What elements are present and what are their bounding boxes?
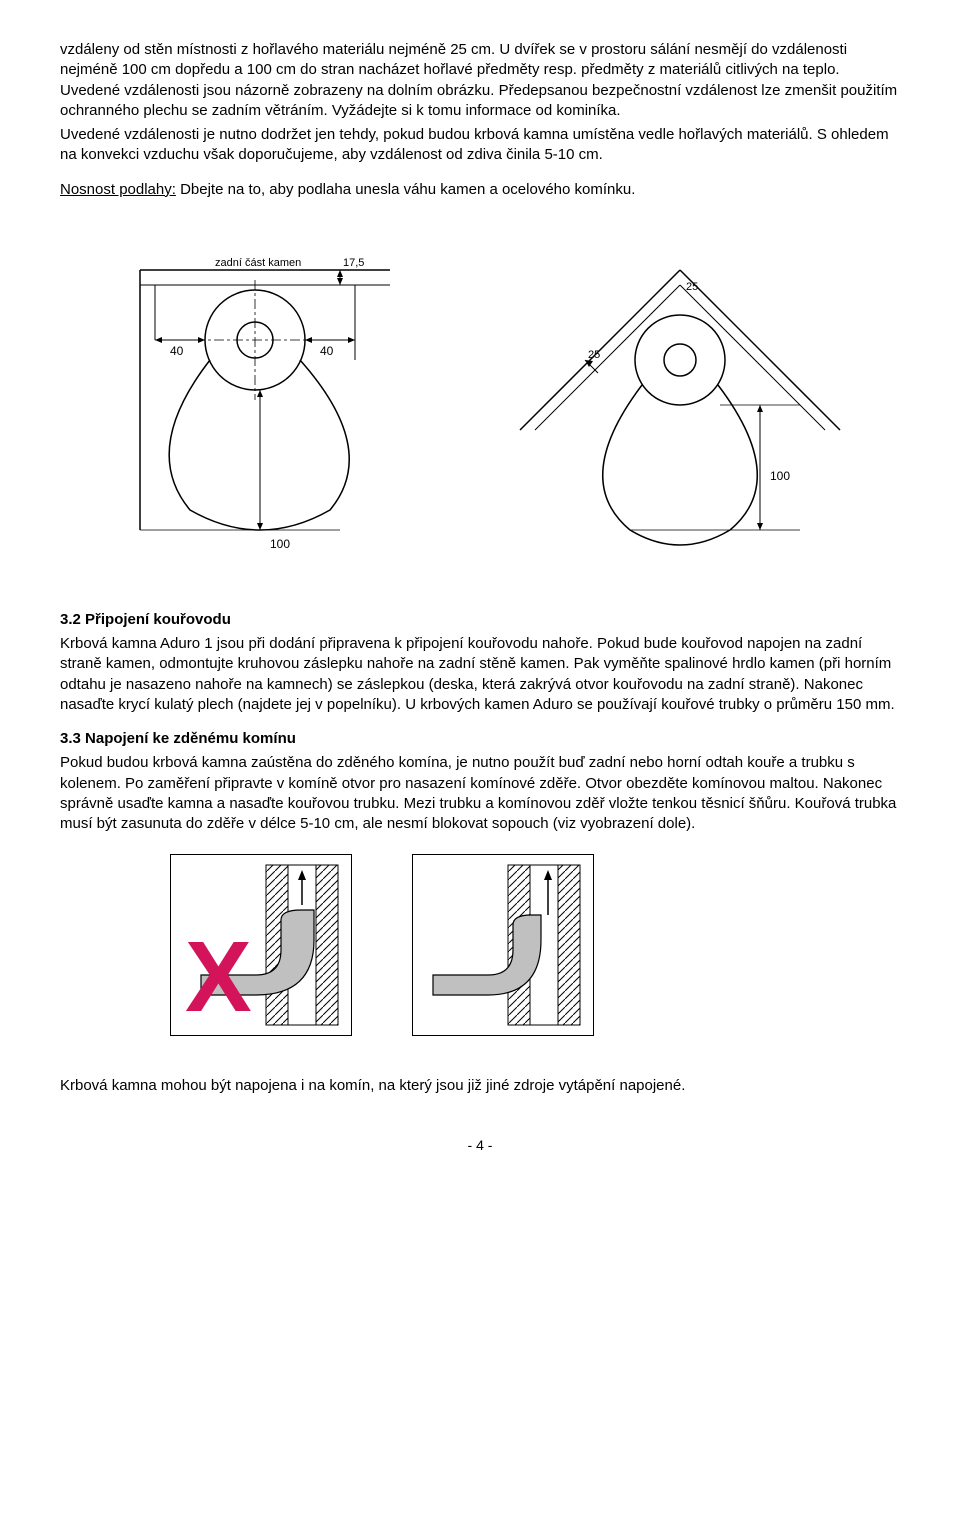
nosnost-line: Nosnost podlahy: Dbejte na to, aby podla… bbox=[60, 180, 900, 200]
dim-100-right: 100 bbox=[770, 469, 790, 483]
para-3-2: Krbová kamna Aduro 1 jsou při dodání při… bbox=[60, 634, 900, 715]
heading-3-3: 3.3 Napojení ke zděnému komínu bbox=[60, 729, 900, 749]
section-3-3: 3.3 Napojení ke zděnému komínu Pokud bud… bbox=[60, 729, 900, 834]
chimney-wrong: X bbox=[170, 854, 352, 1036]
dim-25a: 25 bbox=[686, 281, 698, 293]
section-3-2: 3.2 Připojení kouřovodu Krbová kamna Adu… bbox=[60, 610, 900, 715]
intro-paragraphs: vzdáleny od stěn místnosti z hořlavého m… bbox=[60, 40, 900, 166]
page-footer: - 4 - bbox=[60, 1137, 900, 1153]
nosnost-label: Nosnost podlahy: bbox=[60, 181, 176, 198]
heading-3-2: 3.2 Připojení kouřovodu bbox=[60, 610, 900, 630]
nosnost-text: Dbejte na to, aby podlaha unesla váhu ka… bbox=[176, 181, 635, 198]
chimney-correct bbox=[412, 854, 594, 1036]
wrong-x-icon: X bbox=[185, 927, 252, 1027]
para1: vzdáleny od stěn místnosti z hořlavého m… bbox=[60, 40, 900, 121]
para-3-3: Pokud budou krbová kamna zaústěna do zdě… bbox=[60, 753, 900, 834]
dim-40r: 40 bbox=[320, 344, 334, 358]
dim-40l: 40 bbox=[170, 344, 184, 358]
label-zadni: zadní část kamen bbox=[215, 257, 301, 269]
dim-100-left: 100 bbox=[270, 537, 290, 551]
dim-25b: 25 bbox=[588, 349, 600, 361]
dim-175: 17,5 bbox=[343, 257, 364, 269]
chimney-diagrams: X bbox=[170, 854, 900, 1036]
para2: Uvedené vzdálenosti je nutno dodržet jen… bbox=[60, 125, 900, 166]
end-note: Krbová kamna mohou být napojena i na kom… bbox=[60, 1076, 900, 1096]
clearance-diagrams: zadní část kamen 17,5 40 40 100 bbox=[60, 230, 900, 570]
diagram-right: 25 25 100 bbox=[480, 230, 880, 570]
diagram-left: zadní část kamen 17,5 40 40 100 bbox=[60, 230, 460, 570]
